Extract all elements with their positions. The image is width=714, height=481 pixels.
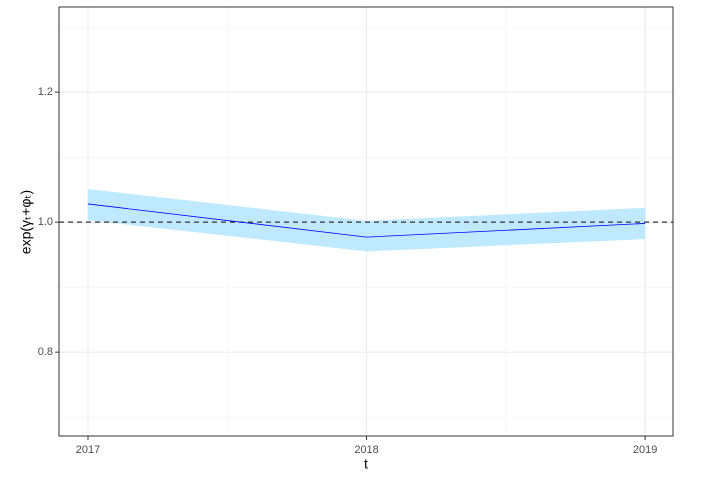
x-axis-title: t — [364, 456, 368, 472]
line — [87, 203, 646, 238]
x-tick-label: 2017 — [76, 444, 100, 456]
y-tick-label: 1.0 — [38, 216, 53, 228]
y-tick-label: 1.2 — [38, 86, 53, 98]
y-axis-title: exp(γₜ+φₜ) — [18, 190, 34, 254]
y-tick-label: 0.8 — [38, 346, 53, 358]
confidence-band — [87, 189, 646, 252]
x-tick-label: 2018 — [354, 444, 378, 456]
panel-border — [58, 6, 674, 437]
x-tick-label: 2019 — [633, 444, 657, 456]
